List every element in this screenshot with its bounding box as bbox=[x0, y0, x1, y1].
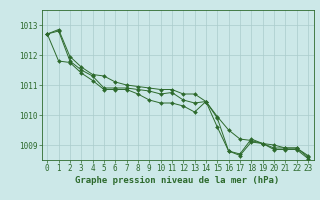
X-axis label: Graphe pression niveau de la mer (hPa): Graphe pression niveau de la mer (hPa) bbox=[76, 176, 280, 185]
